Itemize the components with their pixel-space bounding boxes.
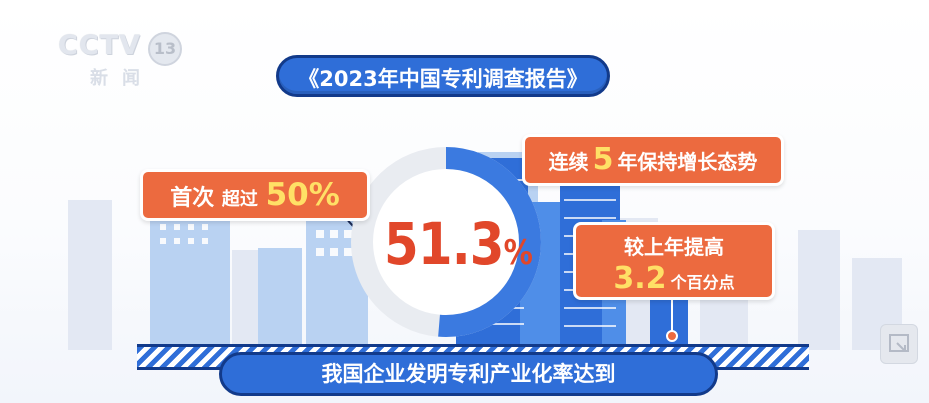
screen-expand-icon[interactable] — [880, 324, 918, 364]
callout-right-top-suffix: 年保持增长态势 — [617, 150, 758, 174]
callout-left-prefix: 首次 — [170, 186, 215, 211]
callout-right-bottom-line2: 3.2 个百分点 — [576, 261, 772, 296]
headline-percentage: 51.3% — [384, 210, 533, 278]
bottom-caption: 我国企业发明专利产业化率达到 — [219, 352, 718, 396]
logo-text: CCTV — [58, 30, 141, 61]
logo-subtitle: 新闻 — [90, 68, 154, 89]
callout-right-bottom-line1: 较上年提高 — [624, 235, 724, 259]
callout-left-value: 50% — [265, 177, 340, 213]
cctv-news-logo: CCTV 13 新闻 — [58, 30, 182, 90]
percentage-ring — [351, 147, 541, 337]
logo-channel-number: 13 — [148, 32, 182, 66]
callout-yoy-increase: 较上年提高 3.2 个百分点 — [573, 222, 775, 300]
callout-left-middle: 超过 — [221, 189, 258, 210]
headline-value: 51.3 — [384, 210, 504, 278]
callout-right-bottom-unit: 个百分点 — [670, 273, 735, 292]
callout-first-time-over: 首次 超过 50% — [140, 169, 370, 221]
callout-growth-streak: 连续 5 年保持增长态势 — [522, 134, 784, 186]
callout-right-top-value: 5 — [592, 142, 614, 177]
headline-unit: % — [503, 233, 533, 273]
report-title: 《2023年中国专利调查报告》 — [276, 55, 610, 97]
callout-right-top-prefix: 连续 — [548, 150, 589, 174]
callout-right-bottom-value: 3.2 — [613, 261, 667, 296]
